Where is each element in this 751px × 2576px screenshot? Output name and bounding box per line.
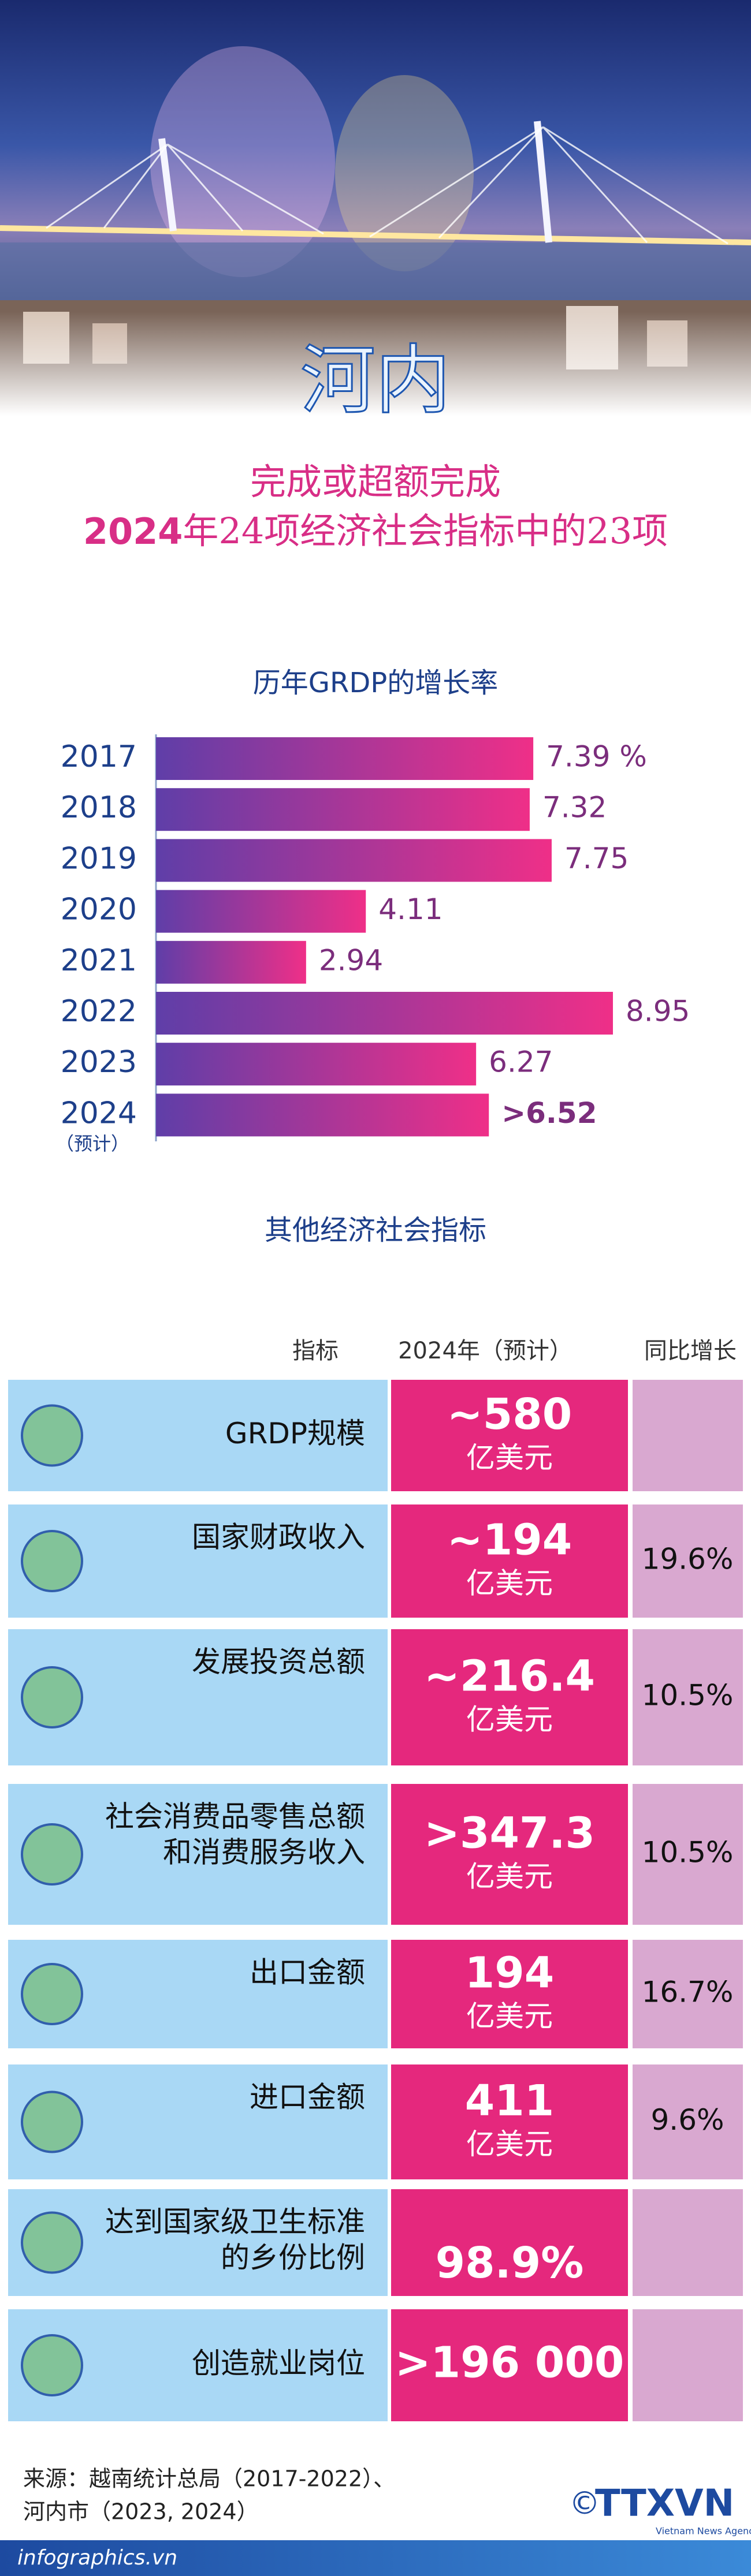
- icon: [21, 2211, 83, 2274]
- value: 411: [465, 2076, 554, 2126]
- value: 98.9%: [436, 2238, 584, 2288]
- indicator: GRDP规模: [225, 1417, 365, 1450]
- bottom-bar: [0, 2540, 751, 2576]
- indicator: 发展投资总额: [192, 1645, 365, 1679]
- icon: [21, 1823, 83, 1886]
- subtitle-line2: 2024年24项经济社会指标中的23项: [83, 510, 668, 552]
- value-cell: [391, 1784, 628, 1925]
- value-cell: [391, 1940, 628, 2048]
- growth-cell: [633, 1504, 743, 1618]
- indicator: 的乡份比例: [221, 2241, 365, 2275]
- growth: 9.6%: [650, 2103, 724, 2137]
- indicator: 和消费服务收入: [163, 1836, 365, 1869]
- value: >347.3: [424, 1809, 595, 1858]
- value: >196 000: [395, 2338, 624, 2388]
- unit: 亿美元: [466, 1703, 553, 1737]
- bar: [156, 890, 366, 933]
- growth: 19.6%: [642, 1543, 734, 1576]
- icon: [21, 1666, 83, 1728]
- value-label: 8.95: [626, 995, 690, 1028]
- indicator: 国家财政收入: [192, 1521, 365, 1554]
- value-cell: [391, 2189, 628, 2296]
- subtitle-line1: 完成或超额完成: [250, 461, 501, 503]
- value: ~580: [447, 1390, 572, 1439]
- growth-cell: [633, 2189, 743, 2296]
- y-tick-label: 2019: [61, 841, 137, 876]
- growth-cell: [633, 1940, 743, 2048]
- unit: 亿美元: [466, 2000, 553, 2033]
- table-title: 其他经济社会指标: [265, 1214, 486, 1246]
- indicator: 出口金额: [250, 1956, 365, 1989]
- growth: 16.7%: [642, 1976, 734, 2009]
- site: infographics.vn: [17, 2546, 177, 2570]
- y-tick-label: 2021: [61, 943, 137, 978]
- growth-cell: [633, 1629, 743, 1765]
- value: ~216.4: [424, 1652, 595, 1701]
- y-tick-label: 2024: [61, 1096, 137, 1130]
- indicator: 进口金额: [250, 2081, 365, 2114]
- bar: [156, 737, 534, 780]
- value: 194: [465, 1948, 554, 1998]
- bar: [156, 839, 552, 882]
- value-label: 6.27: [489, 1046, 553, 1079]
- bar: [156, 992, 613, 1035]
- estimate-note: （预计）: [55, 1133, 129, 1155]
- value-label: 4.11: [378, 893, 443, 926]
- value-label: 7.75: [564, 842, 629, 875]
- agency-name: Vietnam News Agency: [656, 2526, 751, 2537]
- icon: [21, 1404, 83, 1467]
- value-label: 2.94: [319, 943, 383, 977]
- header-image: [0, 0, 751, 416]
- bar: [156, 1043, 477, 1086]
- icon: [21, 2334, 83, 2396]
- unit: 亿美元: [466, 2127, 553, 2161]
- value-label: 7.39 %: [546, 740, 647, 774]
- source-line2: 河内市（2023, 2024）: [23, 2499, 259, 2525]
- indicator: 社会消费品零售总额: [105, 1800, 365, 1834]
- column-header: 指标: [292, 1338, 339, 1364]
- growth-cell: [633, 2064, 743, 2179]
- source-line1: 来源：越南统计总局（2017-2022）、: [23, 2466, 395, 2492]
- column-header: 同比增长: [644, 1338, 737, 1364]
- y-tick-label: 2022: [61, 994, 137, 1029]
- y-tick-label: 2020: [61, 893, 137, 927]
- value-label: >6.52: [501, 1096, 597, 1130]
- bar: [156, 788, 530, 831]
- indicator: 创造就业岗位: [192, 2347, 365, 2380]
- indicator: 达到国家级卫生标准: [105, 2205, 365, 2239]
- icon: [21, 1530, 83, 1592]
- bar: [156, 1093, 489, 1137]
- growth-cell: [633, 2309, 743, 2421]
- value-cell: [391, 1629, 628, 1765]
- growth: 10.5%: [642, 1836, 734, 1869]
- value-cell: [391, 1380, 628, 1491]
- subtitle-rest: 年24项经济社会指标中的23项: [183, 510, 668, 552]
- value: ~194: [447, 1515, 572, 1565]
- growth-cell: [633, 1380, 743, 1491]
- subtitle-year: 2024: [83, 510, 183, 552]
- y-tick-label: 2018: [61, 790, 137, 825]
- value-label: 7.32: [542, 791, 607, 824]
- icon: [21, 2090, 83, 2153]
- y-tick-label: 2017: [61, 740, 137, 774]
- unit: 亿美元: [466, 1567, 553, 1600]
- value-cell: [391, 2064, 628, 2179]
- city-title: 河内: [300, 337, 451, 424]
- unit: 亿美元: [466, 1860, 553, 1894]
- y-tick-label: 2023: [61, 1045, 137, 1080]
- agency-logo: TTXVN: [595, 2482, 734, 2525]
- unit: 亿美元: [466, 1441, 553, 1474]
- column-header: 2024年（预计）: [398, 1338, 572, 1364]
- growth-cell: [633, 1784, 743, 1925]
- icon: [21, 1963, 83, 2025]
- copyright: ©: [569, 2485, 600, 2522]
- value-cell: [391, 1504, 628, 1618]
- chart-title: 历年GRDP的增长率: [253, 667, 498, 699]
- bar: [156, 940, 306, 984]
- growth: 10.5%: [642, 1679, 734, 1712]
- value-cell: [391, 2309, 628, 2421]
